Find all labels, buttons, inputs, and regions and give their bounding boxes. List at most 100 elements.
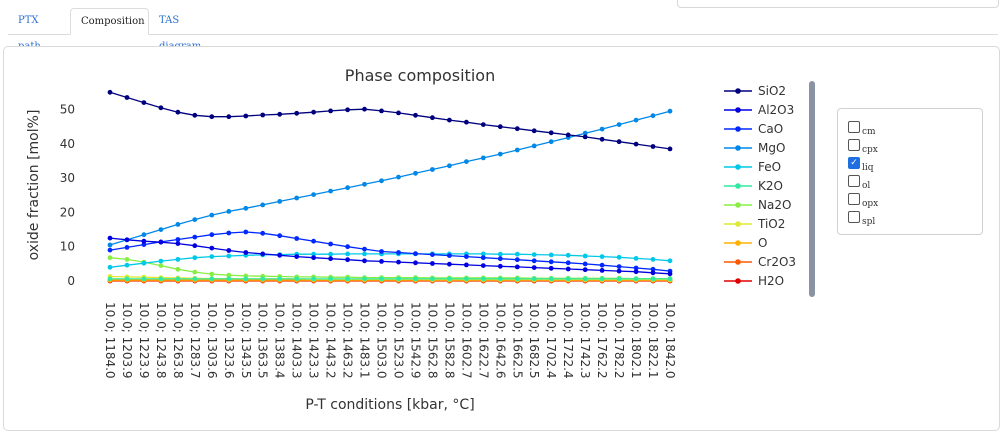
data-point-al2o3 [497, 263, 503, 269]
legend-item-al2o3[interactable]: Al2O3 [724, 103, 794, 117]
data-point-al2o3 [362, 258, 367, 264]
data-point-cao [650, 266, 656, 272]
legend-item-sio2[interactable]: SiO2 [724, 84, 786, 98]
data-point-al2o3 [548, 265, 554, 271]
data-point-mgo [311, 192, 316, 198]
y-tick-label: 30 [60, 171, 75, 185]
data-point-cao [413, 251, 418, 256]
legend-item-feo[interactable]: FeO [724, 160, 781, 174]
legend-label: K2O [758, 179, 783, 193]
data-point-feo [480, 251, 486, 257]
legend-item-na2o[interactable]: Na2O [724, 198, 791, 212]
x-tick-label: 10.0; 1263.8 [171, 302, 185, 379]
legend-item-h2o[interactable]: H2O [724, 274, 784, 288]
data-point-cao [430, 252, 435, 257]
data-point-al2o3 [582, 267, 588, 273]
x-tick-label: 10.0; 1762.2 [595, 302, 609, 379]
data-point-k2o [650, 276, 656, 282]
data-point-cao [633, 265, 639, 271]
legend-swatch-marker [735, 183, 741, 189]
data-point-mgo [192, 217, 198, 223]
phase-option-ol[interactable]: ol [848, 171, 870, 191]
data-point-feo [633, 256, 639, 261]
data-point-na2o [175, 266, 181, 272]
legend-item-mgo[interactable]: MgO [724, 141, 785, 155]
data-point-mgo [362, 181, 367, 187]
series-k2o [107, 276, 673, 282]
data-point-na2o [158, 263, 164, 268]
data-point-mgo [633, 117, 639, 123]
phase-option-spl[interactable]: spl [848, 207, 875, 227]
data-point-feo [650, 257, 656, 262]
checkbox-cm[interactable] [848, 121, 860, 133]
data-point-sio2 [277, 111, 283, 117]
data-point-cao [447, 253, 452, 258]
checkbox-cpx[interactable] [848, 139, 860, 151]
legend-scrollbar[interactable] [809, 81, 815, 297]
tab-composition[interactable]: Composition [70, 8, 149, 35]
data-point-cao [192, 234, 198, 240]
data-point-al2o3 [243, 250, 249, 255]
data-point-mgo [413, 170, 418, 176]
data-point-mgo [260, 202, 266, 208]
data-point-sio2 [192, 112, 198, 118]
data-point-cao [107, 247, 113, 253]
data-point-feo [497, 251, 503, 257]
legend-item-cr2o3[interactable]: Cr2O3 [724, 255, 796, 269]
checkbox-opx[interactable] [848, 193, 860, 205]
data-point-k2o [311, 276, 316, 282]
data-point-k2o [633, 276, 639, 282]
x-tick-label: 10.0; 1742.3 [578, 302, 592, 379]
x-tick-label: 10.0; 1602.7 [459, 302, 473, 379]
checkbox-liq[interactable]: ✓ [848, 157, 860, 169]
x-tick-label: 10.0; 1523.0 [391, 302, 405, 379]
data-point-cao [464, 254, 469, 259]
data-point-k2o [328, 276, 333, 282]
data-point-k2o [209, 276, 215, 282]
data-point-k2o [294, 276, 300, 282]
legend-item-o[interactable]: O [724, 236, 767, 250]
checkbox-spl[interactable] [848, 211, 860, 223]
series-mgo [107, 108, 673, 248]
x-tick-label: 10.0; 1682.5 [527, 302, 541, 379]
legend-label: FeO [758, 160, 781, 174]
legend-item-cao[interactable]: CaO [724, 122, 783, 136]
data-point-al2o3 [464, 262, 469, 268]
data-point-k2o [667, 276, 673, 282]
top-input-box[interactable] [677, 0, 999, 8]
data-point-al2o3 [294, 254, 300, 259]
x-tick-label: 10.0; 1622.7 [476, 302, 490, 379]
data-point-feo [209, 254, 215, 259]
data-point-al2o3 [599, 268, 605, 273]
data-point-cao [548, 259, 554, 265]
data-point-cao [514, 257, 520, 263]
data-point-mgo [277, 199, 283, 204]
data-point-sio2 [497, 124, 503, 130]
data-point-k2o [158, 276, 164, 282]
data-point-feo [582, 253, 588, 259]
series-line-cao [109, 231, 671, 272]
checkbox-ol[interactable] [848, 175, 860, 187]
data-point-feo [311, 251, 316, 257]
legend-item-k2o[interactable]: K2O [724, 179, 783, 193]
data-point-al2o3 [141, 238, 147, 244]
x-tick-label: 10.0; 1822.1 [646, 302, 660, 379]
data-point-k2o [447, 276, 452, 282]
phase-option-cpx[interactable]: cpx [848, 135, 878, 155]
data-point-k2o [514, 276, 520, 282]
phase-option-liq[interactable]: ✓ liq [848, 153, 874, 173]
data-point-k2o [277, 276, 283, 282]
phase-option-cm[interactable]: cm [848, 117, 876, 137]
phase-option-opx[interactable]: opx [848, 189, 878, 209]
x-tick-label: 10.0; 1383.4 [273, 302, 287, 379]
data-point-al2o3 [277, 252, 283, 258]
x-tick-label: 10.0; 1782.2 [612, 302, 626, 379]
data-point-al2o3 [531, 265, 537, 270]
data-point-feo [514, 251, 520, 257]
data-point-al2o3 [260, 251, 266, 257]
data-point-al2o3 [226, 248, 232, 253]
legend-item-tio2[interactable]: TiO2 [724, 217, 785, 231]
data-point-cao [497, 256, 503, 262]
series-na2o [107, 255, 673, 281]
y-axis-label: oxide fraction [mol%] [26, 110, 42, 261]
